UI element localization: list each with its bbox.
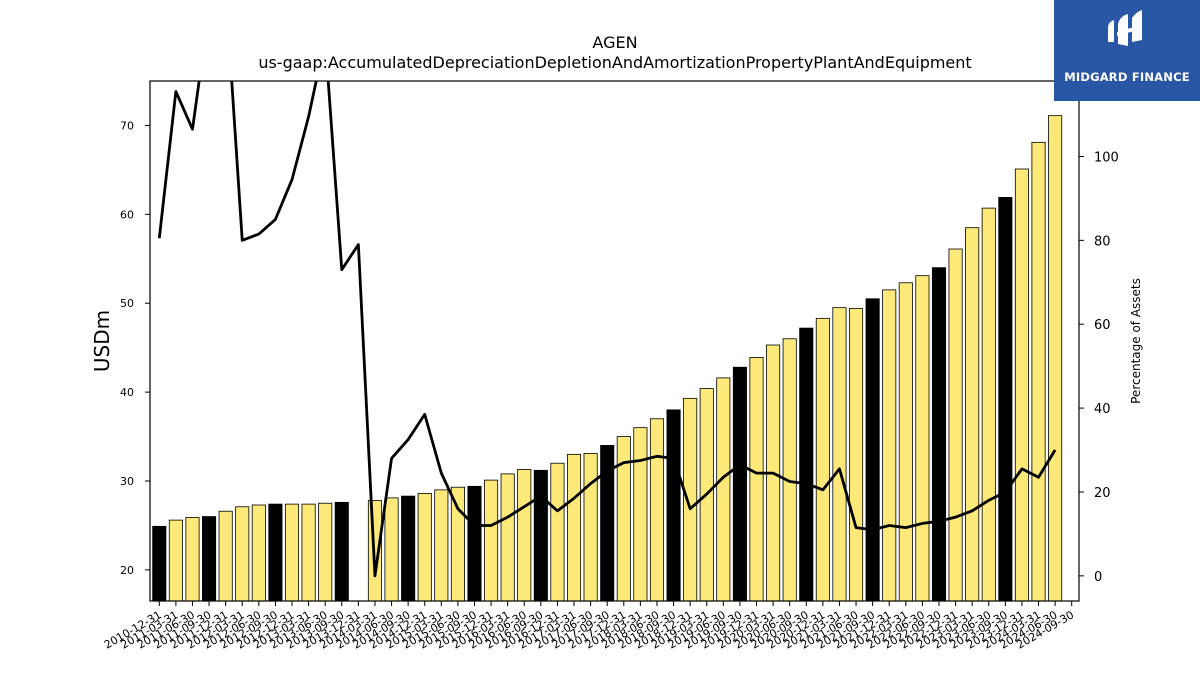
y2-tick-label: 20 bbox=[1094, 486, 1111, 501]
bar bbox=[749, 357, 764, 602]
bar bbox=[550, 462, 565, 602]
y2-tick-label: 0 bbox=[1094, 570, 1102, 585]
bar bbox=[284, 503, 300, 602]
bar bbox=[1014, 168, 1029, 602]
chart-title: AGEN bbox=[592, 33, 637, 52]
bar bbox=[965, 227, 980, 602]
bar bbox=[202, 516, 217, 602]
y-tick-label: 30 bbox=[120, 475, 134, 488]
bar bbox=[716, 377, 731, 602]
x-axis: 2010-12-312011-03-312011-06-302011-09-30… bbox=[102, 601, 1076, 652]
series-line bbox=[157, 81, 1057, 578]
brand-name: MIDGARD FINANCE bbox=[1064, 70, 1190, 84]
y2-tick-label: 40 bbox=[1094, 402, 1111, 417]
bar bbox=[799, 327, 814, 602]
bar bbox=[251, 504, 266, 602]
bar bbox=[218, 510, 233, 602]
bar bbox=[683, 397, 698, 602]
bar bbox=[168, 519, 183, 602]
bar bbox=[915, 275, 930, 602]
bar bbox=[334, 501, 349, 602]
logo-mark-icon bbox=[1108, 10, 1142, 46]
y2-tick-label: 60 bbox=[1094, 318, 1111, 333]
bar bbox=[732, 366, 747, 602]
bar bbox=[849, 308, 864, 602]
y-tick-label: 20 bbox=[120, 564, 134, 577]
bar bbox=[450, 486, 465, 602]
bar bbox=[649, 418, 665, 602]
chart-subtitle: us-gaap:AccumulatedDepreciationDepletion… bbox=[258, 53, 971, 72]
bar bbox=[384, 497, 399, 602]
bar bbox=[185, 517, 200, 602]
y-tick-label: 60 bbox=[120, 208, 134, 221]
bar bbox=[583, 453, 598, 602]
bar bbox=[533, 469, 548, 602]
y2-tick-label: 100 bbox=[1094, 150, 1119, 165]
y2-axis: 0 20 40 60 80 100 bbox=[1079, 150, 1119, 585]
line-layer bbox=[157, 81, 1057, 578]
bar bbox=[882, 289, 897, 602]
bar bbox=[484, 479, 499, 602]
bar bbox=[931, 267, 947, 602]
plot-frame bbox=[149, 80, 1080, 602]
bar bbox=[666, 409, 681, 602]
bar bbox=[467, 485, 482, 602]
bar bbox=[152, 525, 167, 602]
bar bbox=[301, 503, 316, 602]
bar bbox=[417, 493, 432, 602]
bar bbox=[318, 502, 333, 602]
bar bbox=[401, 495, 416, 602]
y-tick-label: 50 bbox=[120, 297, 134, 310]
bar bbox=[517, 469, 532, 602]
y-tick-label: 40 bbox=[120, 386, 134, 399]
bar bbox=[268, 503, 283, 602]
y2-tick-label: 80 bbox=[1094, 234, 1111, 249]
bar bbox=[948, 248, 963, 602]
y-axis: 20 30 40 50 60 70 bbox=[120, 119, 150, 577]
bar bbox=[566, 453, 582, 602]
bar bbox=[500, 473, 515, 602]
bar bbox=[782, 338, 797, 602]
bar bbox=[633, 427, 648, 602]
bar bbox=[1048, 115, 1063, 602]
bar bbox=[815, 317, 830, 602]
bar bbox=[865, 298, 880, 602]
bar bbox=[235, 506, 250, 602]
bar bbox=[981, 207, 996, 602]
bar bbox=[1031, 141, 1046, 602]
bar bbox=[832, 307, 847, 602]
bar bbox=[898, 282, 913, 602]
y-axis-label: USDm bbox=[90, 310, 114, 372]
y-tick-label: 70 bbox=[120, 119, 134, 132]
bar bbox=[434, 489, 449, 602]
bar bbox=[998, 197, 1013, 602]
brand-logo: MIDGARD FINANCE bbox=[1054, 0, 1200, 101]
y2-axis-label: Percentage of Assets bbox=[1129, 278, 1143, 404]
